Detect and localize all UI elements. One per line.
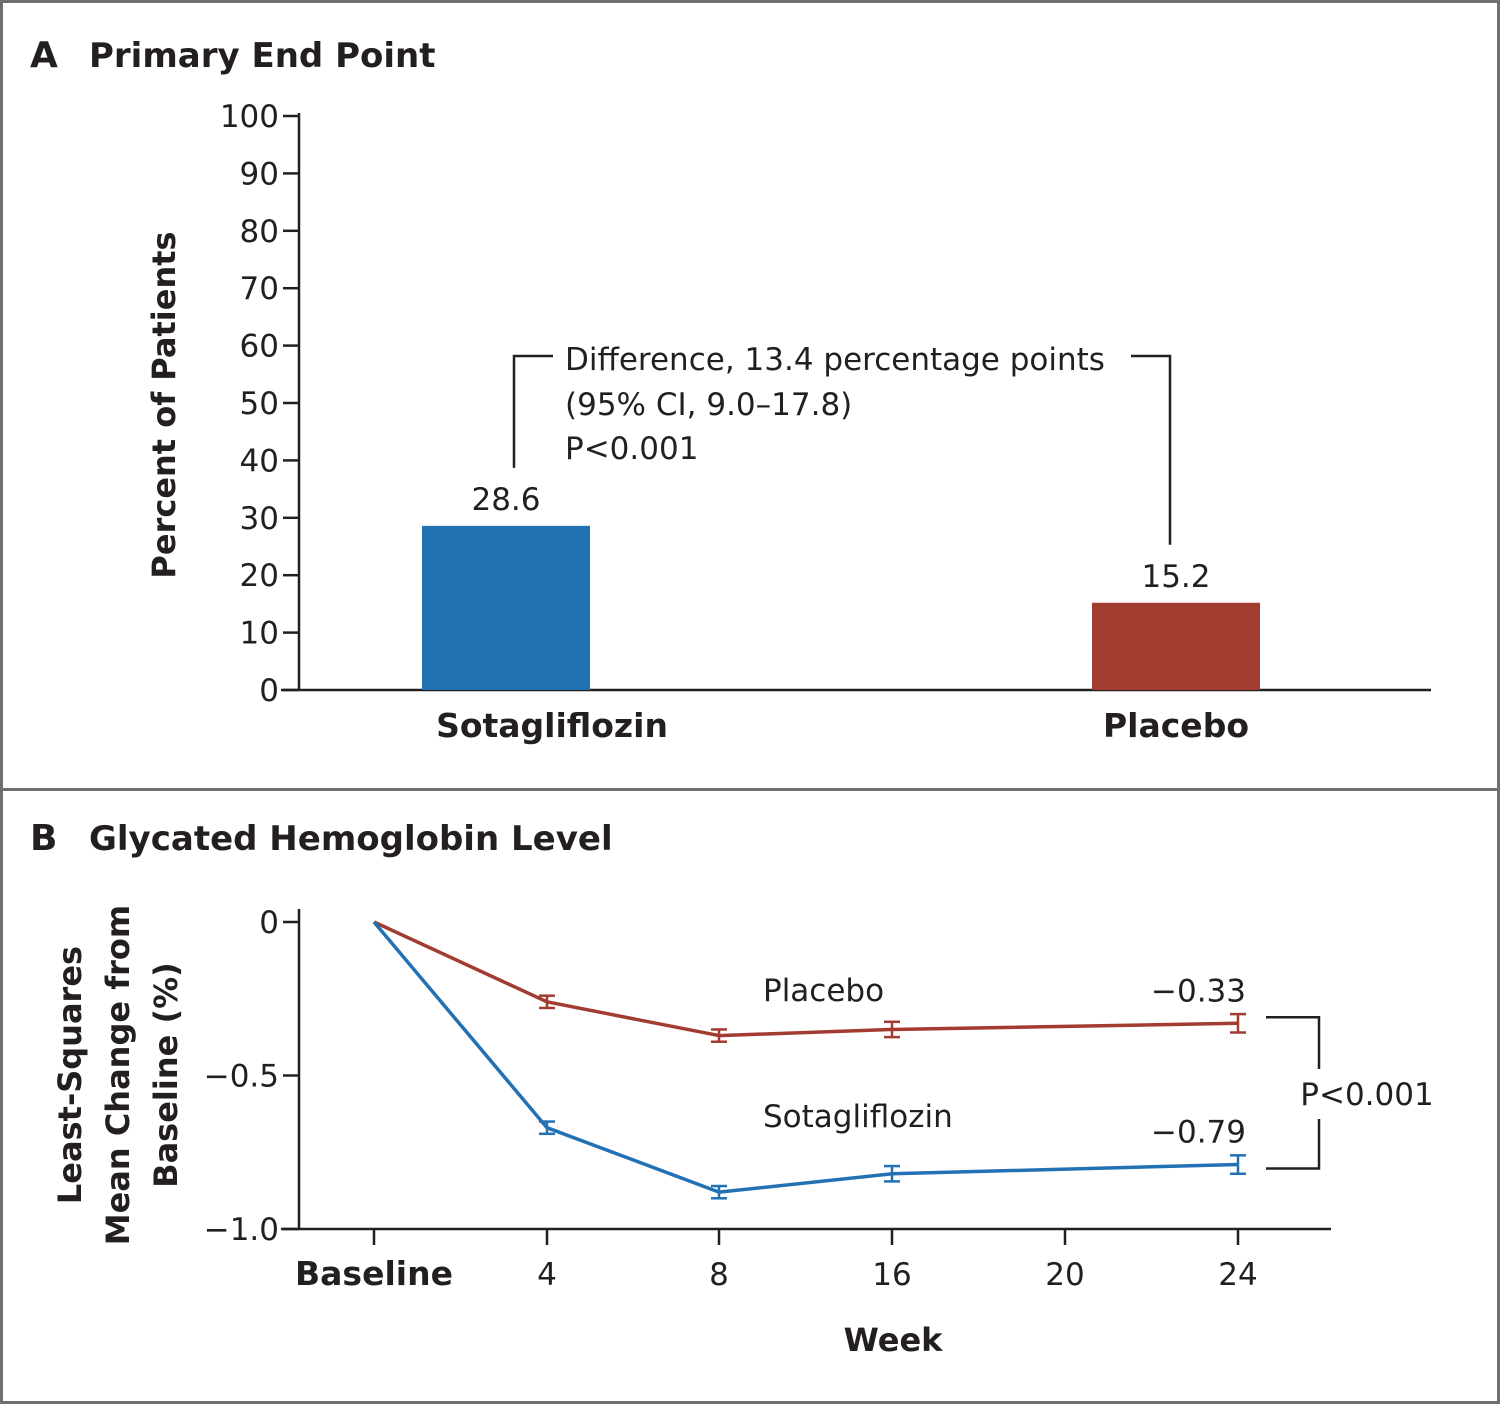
- series-label-placebo: Placebo: [763, 973, 884, 1009]
- bar-value-label-sotagliflozin: 28.6: [471, 482, 540, 518]
- panel-a-y-tick-label: 30: [240, 501, 279, 537]
- error-bar-placebo: [539, 994, 555, 1010]
- panel-a-y-tick-label: 0: [259, 673, 279, 709]
- difference-line-2: (95% CI, 9.0–17.8): [565, 387, 852, 423]
- panel-b-y-ticks: 0 −0.5 −1.0: [204, 905, 299, 1248]
- pvalue-bracket-top: [1266, 1016, 1321, 1069]
- error-bar-sotagliflozin: [884, 1164, 900, 1183]
- panel-b-letter: B: [30, 818, 57, 859]
- error-bar-placebo: [711, 1028, 727, 1043]
- panel-a-y-tick-label: 80: [240, 214, 279, 250]
- difference-bracket: [512, 354, 553, 468]
- panel-b-y-axis-title-line-2: Mean Change from: [99, 905, 137, 1245]
- panel-a-y-tick-label: 90: [240, 156, 279, 192]
- error-bar-placebo: [884, 1020, 900, 1039]
- panel-a-y-tick-label: 70: [240, 271, 279, 307]
- panel-b-x-tick-label: 24: [1218, 1257, 1257, 1293]
- error-bar-sotagliflozin: [1230, 1154, 1246, 1175]
- panel-a-y-tick-label: 50: [240, 386, 279, 422]
- panel-b-y-tick-label: −0.5: [204, 1059, 279, 1095]
- panel-a-y-tick-label: 100: [220, 99, 279, 135]
- panel-a: A Primary End Point Percent of Patients …: [30, 35, 1431, 745]
- panel-b-title: Glycated Hemoglobin Level: [89, 819, 613, 859]
- bar-placebo: [1092, 602, 1260, 690]
- panel-b-pvalue: P<0.001: [1300, 1077, 1433, 1113]
- bar-sotagliflozin: [422, 525, 590, 690]
- series-label-sotagliflozin: Sotagliflozin: [763, 1099, 953, 1135]
- figure-svg: A Primary End Point Percent of Patients …: [30, 35, 1434, 1359]
- end-value-sotagliflozin: −0.79: [1151, 1115, 1246, 1151]
- difference-line-1: Difference, 13.4 percentage points: [565, 342, 1105, 378]
- category-label-placebo: Placebo: [1103, 706, 1249, 745]
- panel-b-series: [372, 920, 1246, 1200]
- panel-a-y-tick-label: 40: [240, 443, 279, 479]
- panel-b-x-tick-label: 8: [709, 1257, 729, 1293]
- panel-b: B Glycated Hemoglobin Level Least-Square…: [30, 818, 1434, 1359]
- panel-b-y-tick-label: −1.0: [204, 1212, 279, 1248]
- panel-b-x-tick-label: 16: [872, 1257, 911, 1293]
- pvalue-bracket-bottom: [1266, 1119, 1321, 1170]
- panel-a-y-axis-title: Percent of Patients: [145, 231, 183, 578]
- panel-b-y-tick-label: 0: [259, 905, 279, 941]
- series-line-sotagliflozin: [372, 920, 1239, 1194]
- panel-divider: [3, 788, 1497, 791]
- panel-a-y-ticks: 0 10 20 30 40 50 60 70 80 90 100: [220, 99, 299, 709]
- difference-bracket-right: [1131, 354, 1172, 545]
- panel-b-x-ticks: Baseline 4 8 16 20 24: [295, 1229, 1258, 1293]
- error-bar-placebo: [1230, 1012, 1246, 1034]
- end-value-placebo: −0.33: [1151, 973, 1246, 1009]
- error-bar-sotagliflozin: [711, 1184, 727, 1200]
- panel-b-x-tick-label: 20: [1045, 1257, 1084, 1293]
- difference-pvalue: P<0.001: [565, 431, 698, 467]
- panel-a-y-tick-label: 60: [240, 329, 279, 365]
- panel-a-y-tick-label: 20: [240, 558, 279, 594]
- panel-b-y-axis-title-line-1: Least-Squares: [51, 946, 89, 1204]
- panel-b-x-tick-label: 4: [537, 1257, 557, 1293]
- error-bar-sotagliflozin: [539, 1120, 555, 1136]
- panel-a-y-tick-label: 10: [240, 616, 279, 652]
- category-label-sotagliflozin: Sotagliflozin: [436, 706, 668, 745]
- bar-value-label-placebo: 15.2: [1141, 559, 1210, 595]
- panel-b-y-axis-title-line-3: Baseline (%): [147, 962, 185, 1188]
- panel-a-letter: A: [30, 35, 58, 76]
- panel-b-x-tick-label: Baseline: [295, 1254, 453, 1293]
- panel-a-title: Primary End Point: [89, 36, 435, 76]
- panel-b-x-axis-title: Week: [844, 1321, 944, 1359]
